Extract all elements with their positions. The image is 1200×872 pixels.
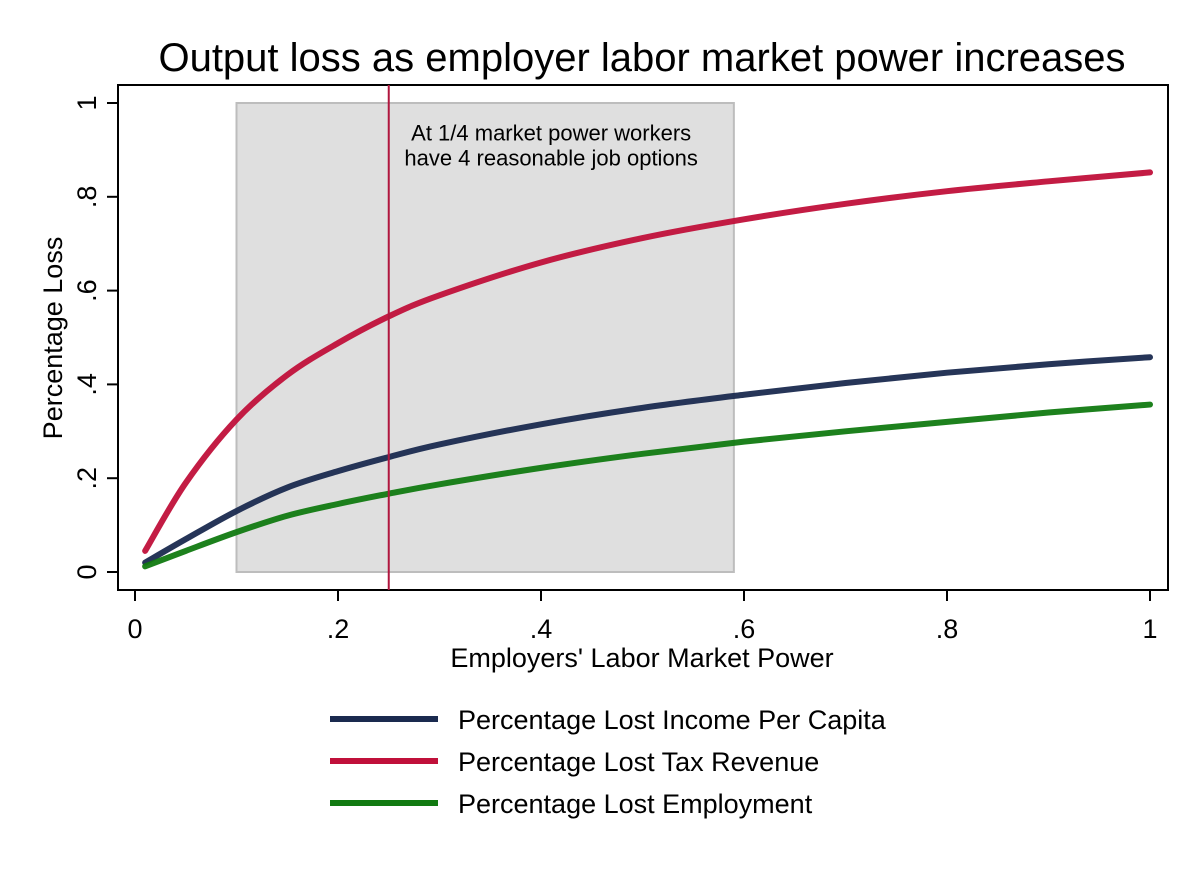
x-tick-label: 0 [127,614,142,644]
x-axis: 0 .2 .4 .6 .8 1 [127,590,1158,644]
x-tick-label: .8 [936,614,959,644]
shaded-region [235,102,735,573]
series-line-income [142,354,1153,566]
y-tick-label: 0 [72,564,102,579]
y-axis: 0 .2 .4 .6 .8 1 [72,95,118,580]
legend: Percentage Lost Income Per Capita Percent… [330,705,887,819]
series-line-tax [142,169,1153,554]
series-line-employment [142,401,1153,570]
legend-label-income: Percentage Lost Income Per Capita [458,705,887,735]
series-layer [142,169,1153,570]
annotation-line: have 4 reasonable job options [404,146,698,171]
y-tick-label: .6 [72,279,102,302]
y-tick-label: .4 [72,373,102,396]
x-tick-label: .4 [530,614,553,644]
y-axis-title: Percentage Loss [38,237,68,440]
y-tick-label: .2 [72,467,102,490]
chart-title: Output loss as employer labor market pow… [158,36,1125,80]
y-tick-label: .8 [72,186,102,209]
legend-label-employment: Percentage Lost Employment [458,789,813,819]
x-tick-label: 1 [1142,614,1157,644]
x-tick-label: .6 [733,614,756,644]
x-axis-title: Employers' Labor Market Power [450,643,833,673]
x-tick-label: .2 [327,614,350,644]
annotation-line: At 1/4 market power workers [411,121,691,146]
y-tick-label: 1 [72,95,102,110]
legend-label-tax: Percentage Lost Tax Revenue [458,747,819,777]
